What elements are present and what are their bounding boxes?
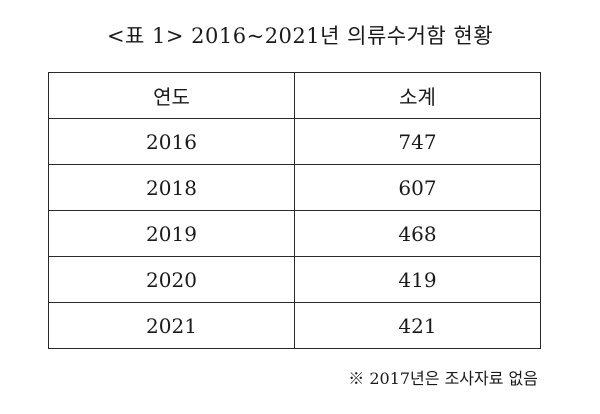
clothing-bin-table: 연도 소계 2016 747 2018 607 2019 468 2020 41… [48,72,541,349]
header-subtotal: 소계 [294,72,541,119]
cell-year: 2018 [48,164,295,211]
table-row: 2019 468 [48,210,541,257]
cell-subtotal: 468 [294,210,541,257]
header-year: 연도 [48,72,295,119]
cell-year: 2019 [48,210,295,257]
footnote: ※ 2017년은 조사자료 없음 [348,369,538,388]
table-row: 2021 421 [48,302,541,349]
cell-subtotal: 607 [294,164,541,211]
table-row: 2020 419 [48,256,541,303]
cell-year: 2020 [48,256,295,303]
cell-subtotal: 747 [294,118,541,165]
table-row: 2016 747 [48,118,541,165]
cell-year: 2016 [48,118,295,165]
table-header-row: 연도 소계 [48,72,541,119]
cell-year: 2021 [48,302,295,349]
table-title: <표 1> 2016~2021년 의류수거함 현황 [106,24,494,48]
table-row: 2018 607 [48,164,541,211]
cell-subtotal: 419 [294,256,541,303]
cell-subtotal: 421 [294,302,541,349]
